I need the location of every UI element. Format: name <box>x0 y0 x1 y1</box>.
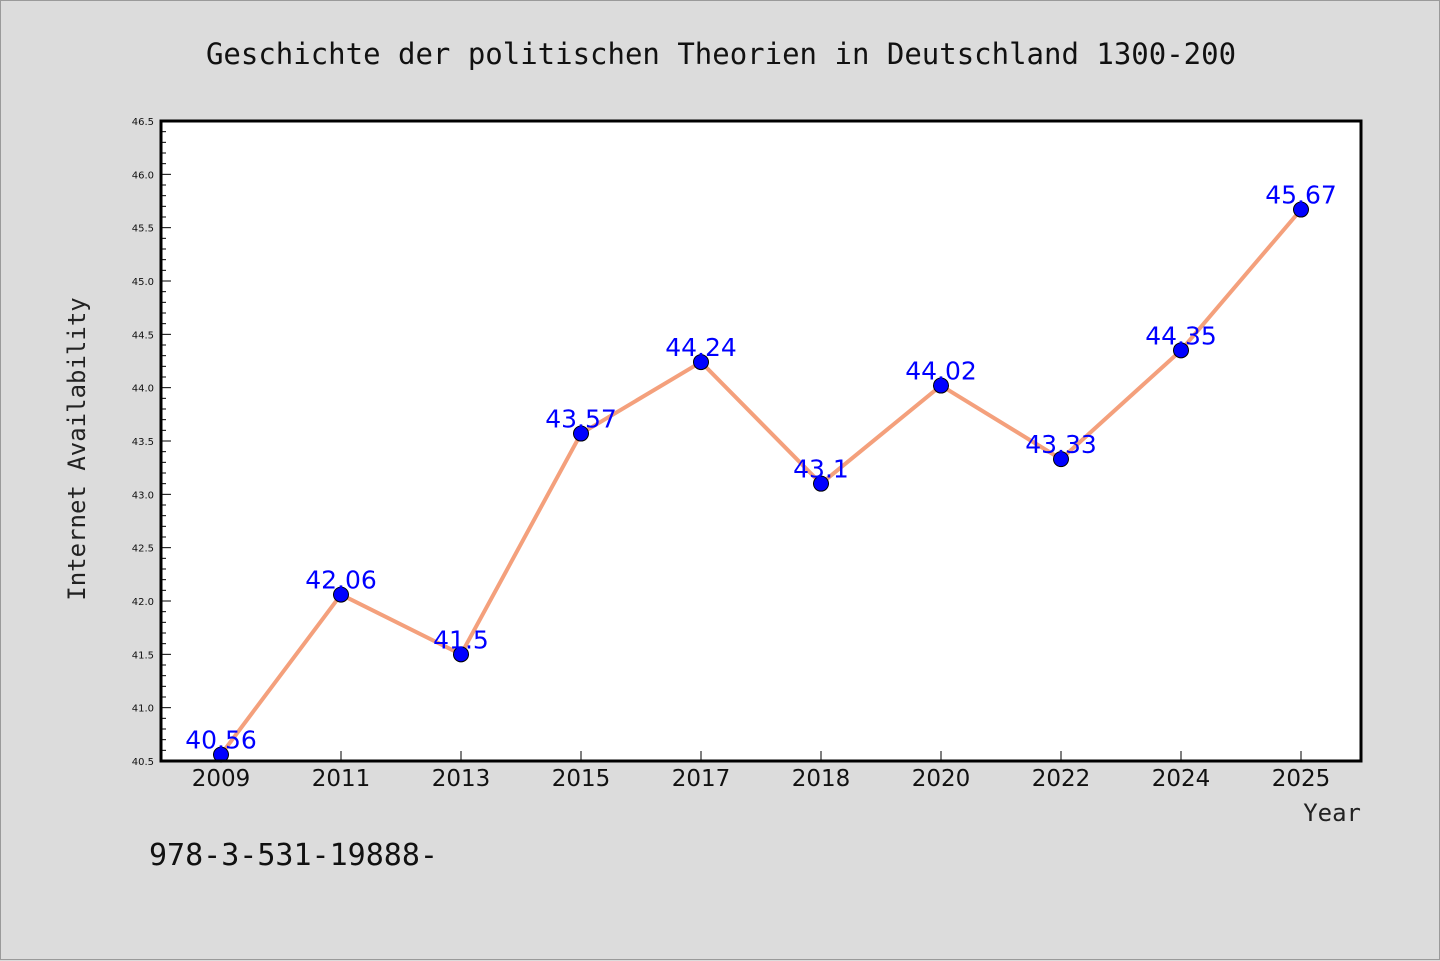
x-axis-label: Year <box>1303 799 1361 827</box>
data-label: 45.67 <box>1265 181 1337 210</box>
y-tick-label: 41.0 <box>132 704 154 715</box>
y-tick-label: 45.5 <box>132 224 154 235</box>
data-label: 43.1 <box>793 455 849 484</box>
data-label: 44.35 <box>1145 321 1217 350</box>
x-tick-label: 2018 <box>792 766 851 792</box>
data-point-marker <box>573 425 589 442</box>
y-tick-label: 43.0 <box>132 490 154 501</box>
data-label: 40.56 <box>185 726 257 755</box>
data-label: 43.57 <box>545 405 617 434</box>
y-tick-label: 43.5 <box>132 437 154 448</box>
data-label: 41.5 <box>433 625 489 654</box>
x-tick-label: 2011 <box>312 766 371 792</box>
y-tick-label: 46.5 <box>132 117 154 128</box>
x-tick-label: 2020 <box>912 766 971 792</box>
y-tick-label: 46.0 <box>132 170 154 181</box>
x-tick-label: 2025 <box>1272 766 1331 792</box>
data-point-marker <box>693 354 709 371</box>
x-tick-label: 2013 <box>432 766 491 792</box>
chart-title: Geschichte der politischen Theorien in D… <box>206 37 1236 71</box>
x-tick-label: 2015 <box>552 766 611 792</box>
x-axis: 2009 2011 2013 2015 2017 2018 2020 2022 2024 2025 <box>192 751 1331 792</box>
data-label: 43.33 <box>1025 430 1097 459</box>
data-label: 44.02 <box>905 357 977 386</box>
data-point-marker <box>1293 201 1309 218</box>
plot-area <box>161 121 1361 761</box>
x-tick-label: 2022 <box>1032 766 1091 792</box>
data-point-marker <box>933 377 949 394</box>
y-tick-label: 42.5 <box>132 544 154 555</box>
y-tick-label: 42.0 <box>132 597 154 608</box>
y-tick-label: 44.5 <box>132 330 154 341</box>
y-tick-label: 45.0 <box>132 277 154 288</box>
x-tick-label: 2024 <box>1152 766 1211 792</box>
data-point-marker <box>1053 451 1069 468</box>
data-point-marker <box>1173 342 1189 359</box>
data-label: 42.06 <box>305 566 377 595</box>
data-point-marker <box>453 646 469 663</box>
y-tick-label: 40.5 <box>132 757 154 768</box>
y-axis-label: Internet Availability <box>63 297 91 600</box>
x-tick-label: 2017 <box>672 766 731 792</box>
y-tick-label: 41.5 <box>132 650 154 661</box>
x-tick-label: 2009 <box>192 766 251 792</box>
y-tick-label: 44.0 <box>132 384 154 395</box>
footnote-isbn: 978-3-531-19888- <box>149 838 438 873</box>
y-axis: 40.5 41.0 41.5 42.0 42.5 43.0 43.5 44.0 44.5 45.0… <box>132 117 171 768</box>
data-point-marker <box>333 586 349 603</box>
data-labels: 40.56 42.06 41.5 43.57 44.24 43.1 44.02 43.33 44… <box>185 181 1337 755</box>
data-point-marker <box>813 475 829 492</box>
data-label: 44.24 <box>665 333 737 362</box>
series-line <box>219 208 1303 756</box>
plot-border <box>159 119 1363 763</box>
series-group <box>213 201 1309 763</box>
